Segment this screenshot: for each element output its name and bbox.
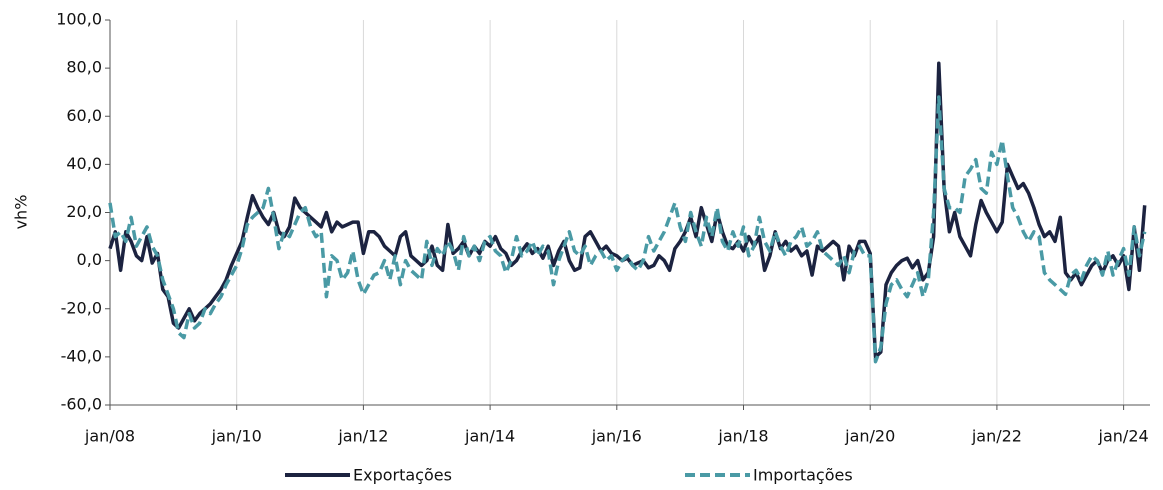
- legend-label: Importações: [753, 466, 853, 485]
- y-tick-label: 100,0: [56, 10, 102, 29]
- y-tick-label: 60,0: [66, 106, 102, 125]
- legend-label: Exportações: [353, 466, 452, 485]
- x-tick-label: jan/14: [464, 427, 515, 446]
- y-tick-label: -60,0: [61, 395, 102, 414]
- x-tick-label: jan/20: [844, 427, 895, 446]
- x-tick-label: jan/22: [971, 427, 1022, 446]
- y-axis-label: vh%: [12, 195, 31, 230]
- y-tick-label: -40,0: [61, 346, 102, 365]
- x-tick-label: jan/08: [84, 427, 135, 446]
- x-tick-label: jan/18: [717, 427, 768, 446]
- x-tick-label: jan/16: [591, 427, 642, 446]
- y-tick-label: 0,0: [77, 250, 102, 269]
- x-tick-label: jan/12: [337, 427, 388, 446]
- series-line: [108, 95, 1147, 364]
- x-tick-label: jan/24: [1098, 427, 1149, 446]
- y-tick-label: 40,0: [66, 154, 102, 173]
- x-tick-label: jan/10: [211, 427, 262, 446]
- y-tick-label: -20,0: [61, 298, 102, 317]
- y-tick-label: 20,0: [66, 202, 102, 221]
- series-line: [108, 61, 1147, 359]
- y-tick-label: 80,0: [66, 58, 102, 77]
